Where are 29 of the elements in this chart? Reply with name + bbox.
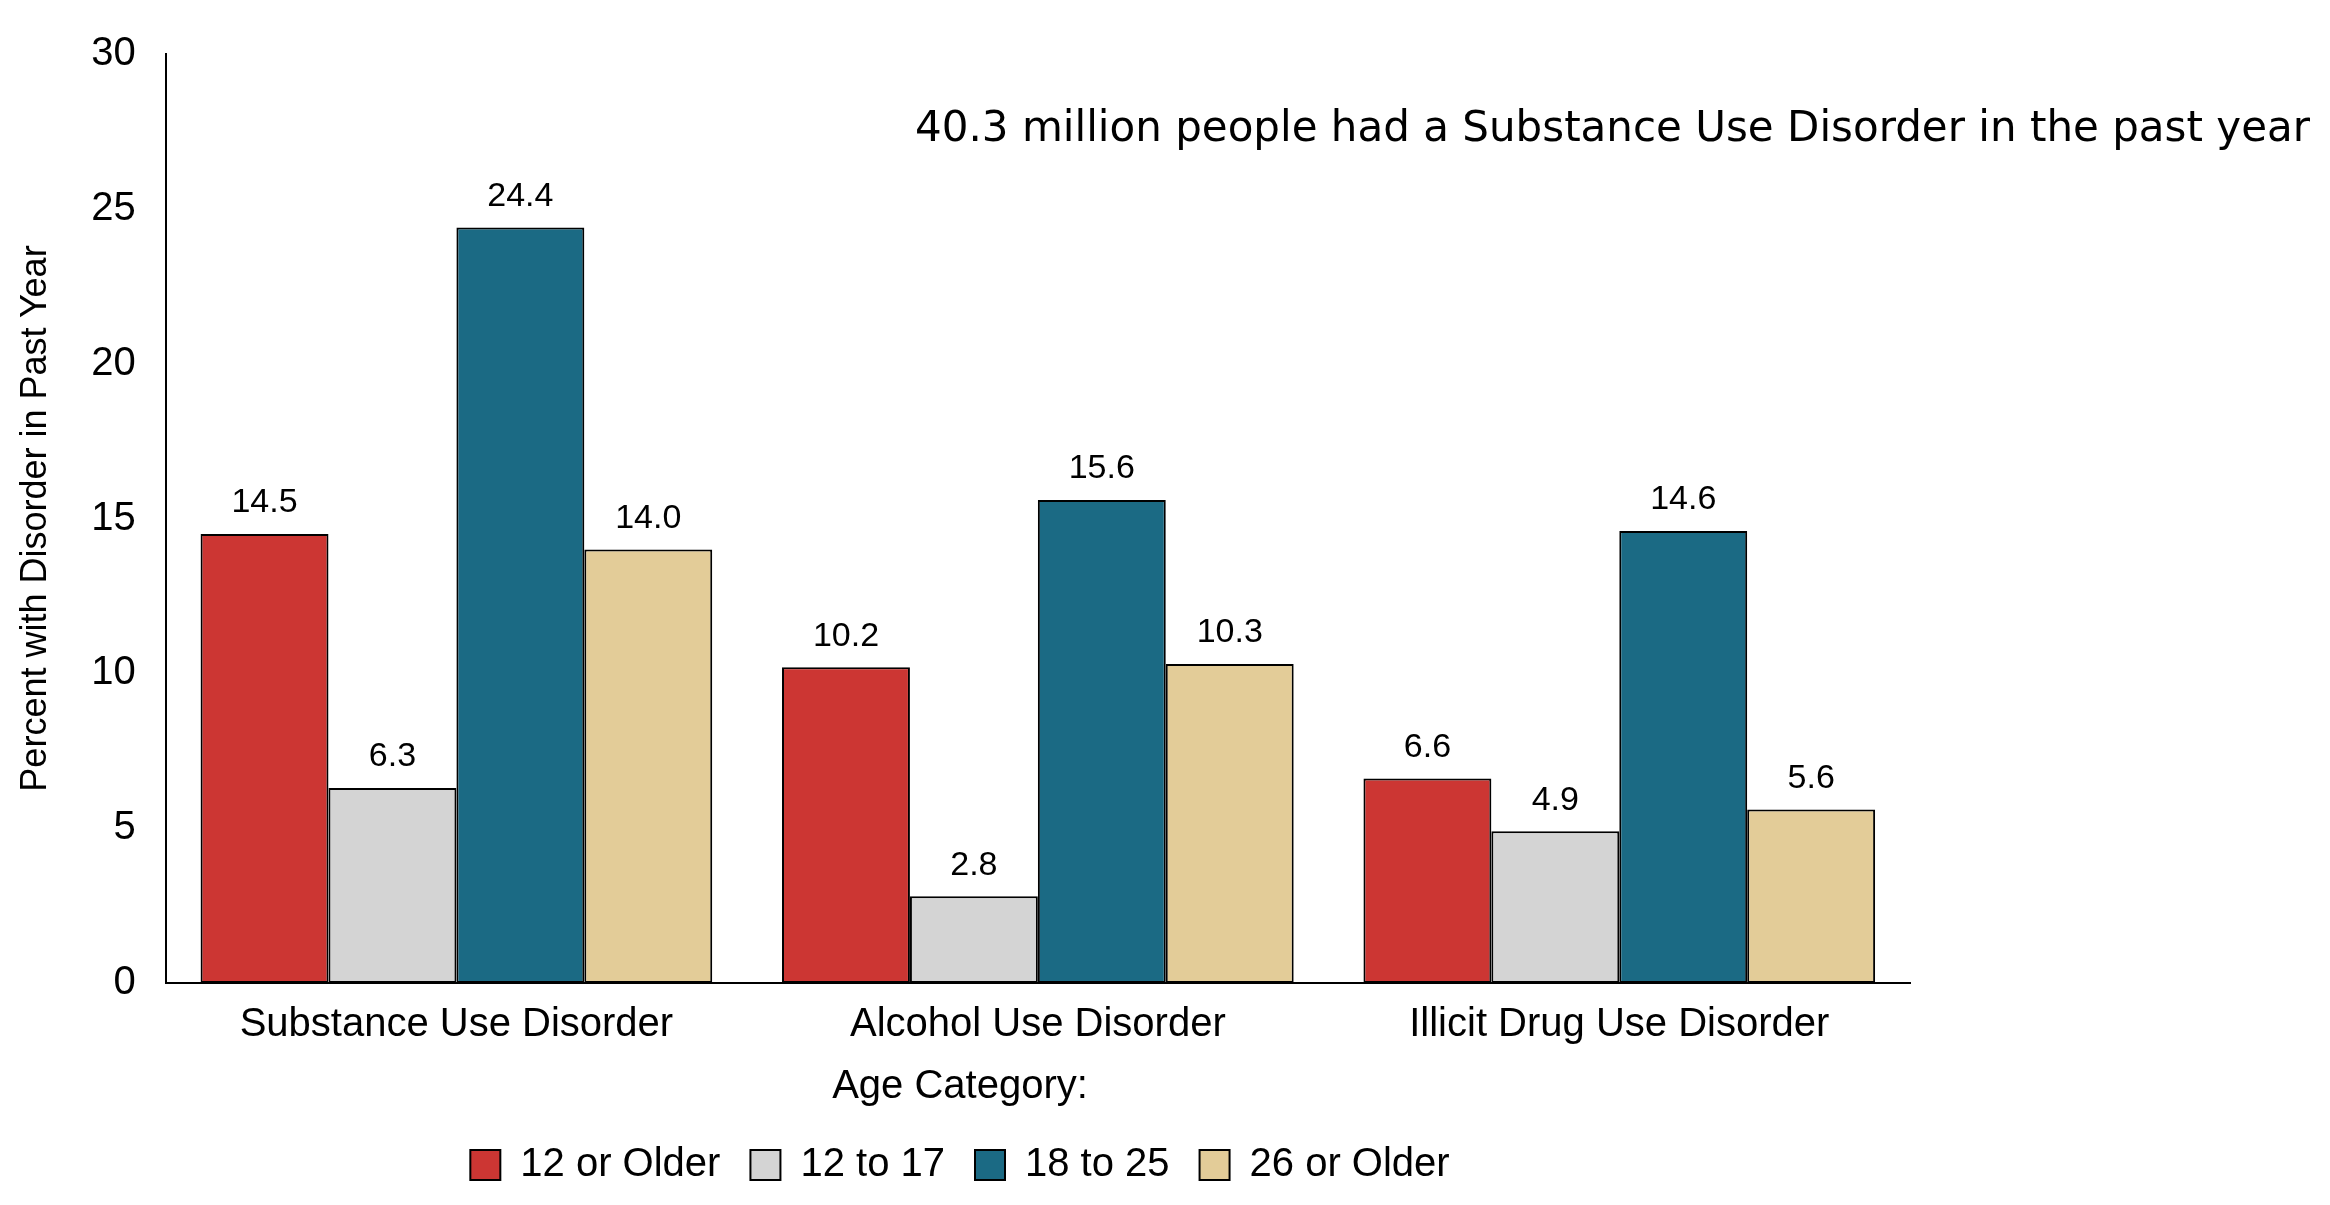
y-tick-label: 30 bbox=[91, 29, 136, 74]
y-tick-label: 25 bbox=[91, 183, 136, 228]
x-tick-label: Illicit Drug Use Disorder bbox=[1409, 1000, 1830, 1045]
data-label: 14.6 bbox=[1650, 478, 1717, 517]
y-tick-label: 10 bbox=[91, 648, 136, 693]
data-label: 6.3 bbox=[368, 735, 417, 774]
data-label: 24.4 bbox=[487, 174, 554, 213]
y-tick-label: 20 bbox=[91, 338, 136, 383]
data-label: 2.8 bbox=[950, 843, 998, 882]
annotation: 40.3 million people had a Substance Use Disorder in the past year bbox=[915, 101, 2311, 151]
legend-label: 12 to 17 bbox=[800, 1140, 946, 1185]
y-tick-label: 0 bbox=[113, 958, 136, 1003]
x-tick-label: Substance Use Disorder bbox=[239, 1000, 674, 1045]
data-label: 15.6 bbox=[1068, 447, 1135, 486]
y-tick-label: 5 bbox=[113, 803, 136, 848]
y-tick-label: 15 bbox=[91, 493, 136, 538]
data-label: 10.2 bbox=[812, 614, 880, 653]
data-label: 14.5 bbox=[231, 481, 298, 520]
legend-title: Age Category: bbox=[832, 1062, 1088, 1107]
x-tick-label: Alcohol Use Disorder bbox=[849, 1000, 1226, 1045]
y-axis-title: Percent with Disorder in Past Year bbox=[12, 245, 54, 792]
data-label: 6.6 bbox=[1403, 725, 1452, 764]
data-label: 10.3 bbox=[1196, 611, 1263, 650]
legend-label: 26 or Older bbox=[1249, 1140, 1450, 1185]
data-label: 14.0 bbox=[615, 496, 682, 535]
data-label: 4.9 bbox=[1531, 778, 1579, 817]
data-label: 5.6 bbox=[1787, 756, 1835, 795]
legend-label: 12 or Older bbox=[520, 1140, 721, 1185]
legend-label: 18 to 25 bbox=[1025, 1140, 1170, 1185]
